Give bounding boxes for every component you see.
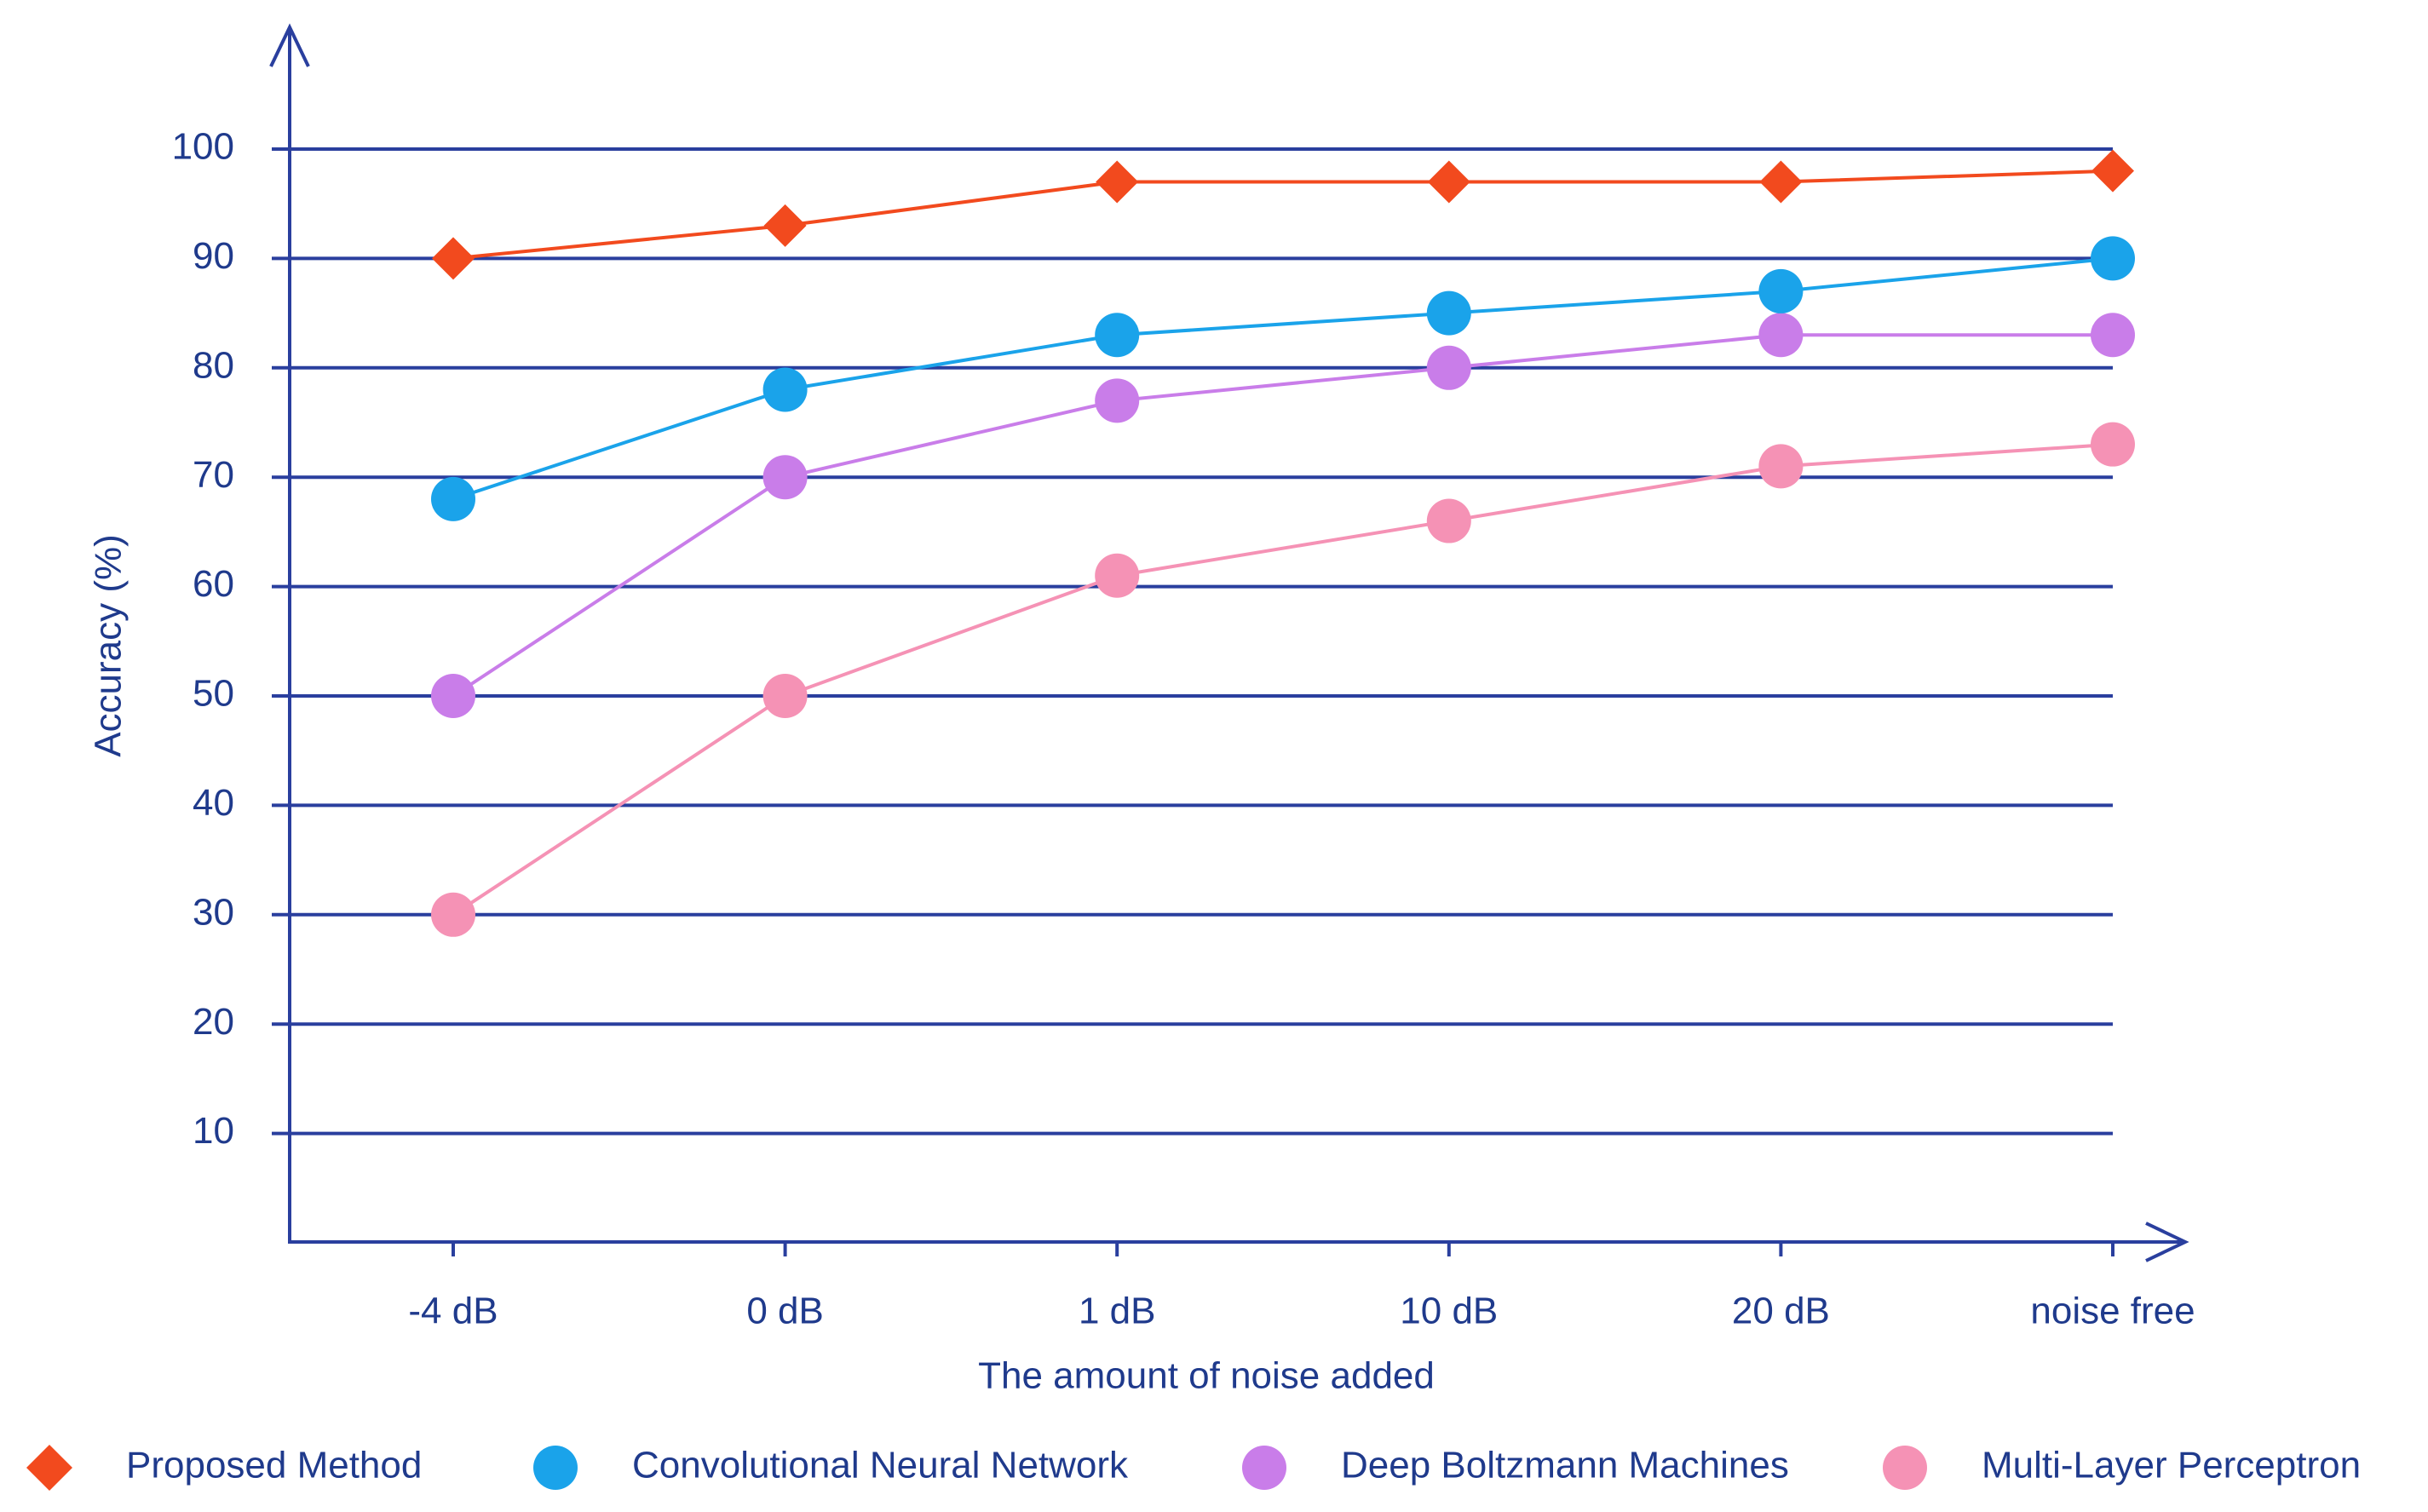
y-axis: [269, 23, 310, 1244]
marker: [2091, 313, 2135, 358]
x-axis-title: The amount of noise added: [978, 1355, 1435, 1397]
marker: [1426, 345, 1471, 390]
marker: [432, 237, 475, 280]
marker: [1095, 378, 1140, 423]
marker: [762, 674, 808, 718]
series-line: [452, 169, 2114, 261]
marker: [2091, 149, 2134, 193]
y-tick-label: 60: [193, 563, 234, 605]
y-tick-label: 50: [193, 673, 234, 715]
marker: [2091, 422, 2135, 467]
y-tick-label: 40: [193, 782, 234, 824]
legend-label: Multi-Layer Perceptron: [1982, 1445, 2361, 1486]
y-tick-label: 10: [193, 1110, 234, 1152]
series-line: [452, 442, 2114, 917]
series-line: [452, 333, 2113, 698]
marker: [762, 455, 808, 500]
legend: Proposed Method Convolutional Neural Netw…: [26, 1445, 2361, 1491]
legend-marker: [1883, 1446, 1927, 1490]
x-tick-label: 1 dB: [1079, 1291, 1156, 1332]
marker: [1758, 444, 1804, 489]
marker: [1758, 268, 1804, 313]
marker: [1426, 498, 1471, 543]
legend-marker: [533, 1446, 578, 1490]
marker: [2091, 236, 2135, 281]
y-tick-label: 30: [193, 891, 234, 933]
marker: [1427, 160, 1470, 204]
x-tick-label: 0 dB: [746, 1291, 824, 1332]
x-tick-label: 20 dB: [1732, 1291, 1830, 1332]
marker: [431, 674, 475, 718]
marker: [1096, 160, 1139, 204]
series-line: [452, 256, 2114, 501]
y-tick-label: 80: [193, 344, 234, 386]
legend-label: Proposed Method: [126, 1445, 422, 1486]
x-axis: [288, 1222, 2189, 1262]
marker: [763, 204, 807, 247]
marker: [431, 476, 475, 521]
marker: [762, 367, 808, 412]
legend-label: Deep Boltzmann Machines: [1341, 1445, 1789, 1486]
y-tick-label: 90: [193, 235, 234, 277]
x-tick-label: noise free: [2030, 1291, 2195, 1332]
y-tick-label: 20: [193, 1001, 234, 1043]
y-tick-label: 70: [193, 454, 234, 496]
marker: [431, 892, 475, 937]
x-tick-label: 10 dB: [1400, 1291, 1498, 1332]
legend-label: Convolutional Neural Network: [632, 1445, 1129, 1486]
legend-marker: [26, 1445, 72, 1491]
x-tick-label: -4 dB: [408, 1291, 498, 1332]
y-axis-title: Accuracy (%): [88, 534, 129, 757]
marker: [1095, 313, 1140, 358]
y-tick-label: 100: [172, 126, 234, 168]
marker: [1426, 290, 1471, 336]
plot-area: 10 20 30 40 50 60 70 80 90 100 -4 dB 0 dB 1 dB 10 dB 2…: [172, 126, 2195, 1332]
marker: [1095, 553, 1140, 598]
marker: [1759, 160, 1803, 204]
marker: [1758, 313, 1804, 358]
legend-marker: [1242, 1446, 1286, 1490]
